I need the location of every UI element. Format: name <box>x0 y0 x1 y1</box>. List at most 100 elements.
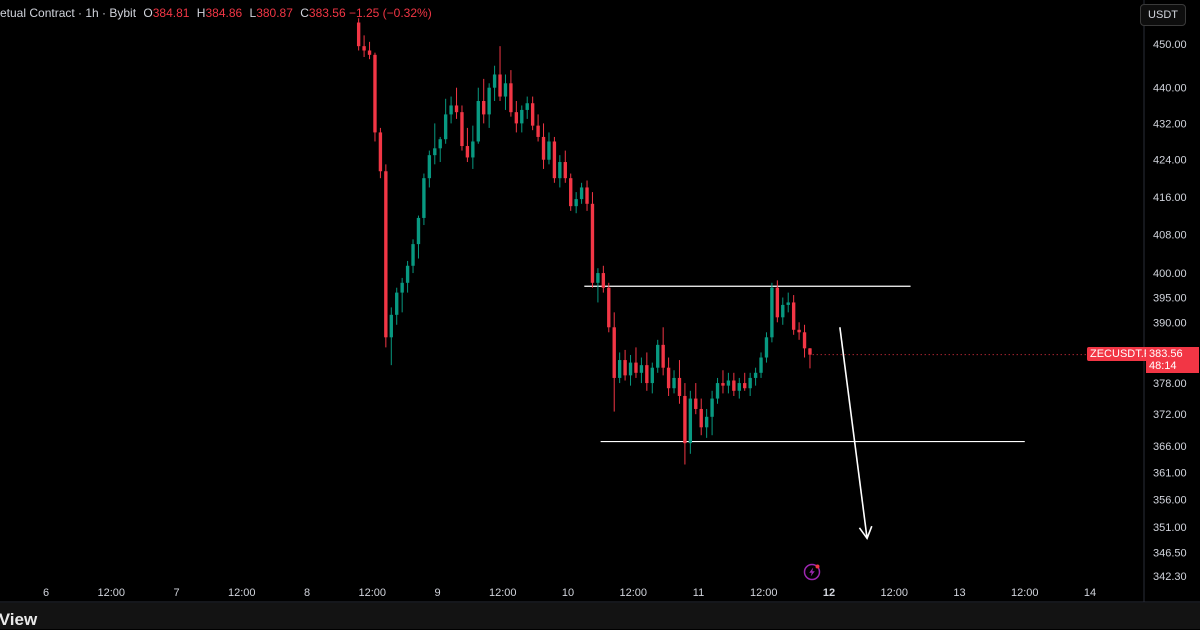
candle <box>498 46 502 102</box>
price-axis[interactable]: 450.00 440.00 432.00 424.00 416.00 408.00 400.… <box>1153 39 1187 583</box>
candle <box>666 357 671 396</box>
x-tick-label: 8 <box>304 587 310 599</box>
candle <box>710 390 714 436</box>
candle <box>547 132 551 165</box>
candle <box>574 192 578 214</box>
candle-body <box>579 187 584 200</box>
candle <box>791 295 796 335</box>
candle-body <box>367 50 372 55</box>
countdown: 48:14 <box>1149 360 1177 372</box>
candle <box>492 65 497 102</box>
arrow-shaft[interactable] <box>839 327 868 539</box>
candle <box>661 327 665 376</box>
x-tick-label: 12:00 <box>880 587 908 599</box>
candle-body <box>400 282 404 293</box>
currency-button[interactable]: USDT <box>1140 4 1186 26</box>
candle-body <box>791 302 796 330</box>
y-tick-label: 395.00 <box>1153 293 1187 305</box>
y-tick-label: 356.00 <box>1153 495 1187 507</box>
x-tick-label: 12:00 <box>97 587 125 599</box>
candle <box>471 125 475 169</box>
y-tick-label: 351.00 <box>1153 522 1187 534</box>
candle <box>639 357 644 384</box>
symbol-info: etual Contract · 1h · Bybit <box>0 6 137 20</box>
candle-body <box>574 199 578 207</box>
candle-body <box>737 383 741 391</box>
candle <box>552 136 557 183</box>
candle <box>694 383 698 415</box>
candle <box>569 173 573 211</box>
y-tick-label: 378.00 <box>1153 378 1187 390</box>
x-tick-label: 12:00 <box>1011 587 1039 599</box>
candle <box>509 70 513 117</box>
candle <box>748 372 752 396</box>
candle-body <box>601 273 606 288</box>
candle-body <box>433 148 437 156</box>
candle-body <box>775 287 780 318</box>
y-tick-label: 342.30 <box>1153 571 1187 583</box>
candle <box>514 101 519 133</box>
y-tick-label: 408.00 <box>1153 230 1187 242</box>
candle-body <box>759 357 763 373</box>
candle-body <box>503 83 508 97</box>
candle-body <box>797 329 801 333</box>
bottom-bar <box>0 603 1200 629</box>
candle-body <box>710 398 714 417</box>
candle-body <box>547 141 551 160</box>
candle-body <box>656 344 660 368</box>
y-tick-label: 416.00 <box>1153 192 1187 204</box>
candle-body <box>607 287 611 328</box>
candle-body <box>356 22 361 47</box>
candle-body <box>639 365 644 373</box>
candle-body <box>721 383 725 386</box>
candle <box>617 352 622 384</box>
candle-body <box>802 332 807 349</box>
candle <box>367 41 372 60</box>
candle-body <box>786 302 790 305</box>
candle <box>808 348 812 369</box>
candle <box>721 370 725 394</box>
candle <box>715 377 720 404</box>
candle <box>433 123 437 165</box>
y-tick-label: 400.00 <box>1153 268 1187 280</box>
candle-body <box>645 365 649 384</box>
candle-body <box>427 155 432 179</box>
candle <box>465 127 470 163</box>
candle-body <box>384 171 388 338</box>
y-tick-label: 366.00 <box>1153 441 1187 453</box>
candle-body <box>743 383 747 389</box>
candle-body <box>650 367 654 384</box>
close-label: C <box>300 6 309 20</box>
candle-body <box>590 203 595 283</box>
candle <box>737 377 741 399</box>
candle <box>764 332 769 363</box>
candle <box>438 136 442 163</box>
time-axis[interactable]: 6 12:00 7 12:00 8 12:00 9 12:00 10 12:00 11 12:00 12… <box>43 587 1096 599</box>
candle <box>601 265 606 293</box>
candle-body <box>378 132 383 172</box>
candle <box>688 390 693 454</box>
candle-body <box>395 292 399 315</box>
candle <box>411 239 415 274</box>
close-value: 383.56 <box>308 6 346 20</box>
high-value: 384.86 <box>205 6 243 20</box>
y-tick-label: 346.50 <box>1153 547 1187 559</box>
candle-body <box>569 178 573 207</box>
candle-body <box>704 416 709 428</box>
x-tick-label: 12:00 <box>358 587 386 599</box>
candle-body <box>492 74 497 88</box>
candle <box>487 83 491 128</box>
candle <box>563 150 567 183</box>
lightning-alert-icon[interactable] <box>803 563 821 581</box>
candle-body <box>482 101 486 115</box>
candle-body <box>699 408 703 428</box>
low-value: 380.87 <box>256 6 293 20</box>
x-tick-label: 6 <box>43 587 49 599</box>
candle-body <box>465 146 470 158</box>
open-label: O <box>143 6 153 20</box>
candle <box>590 192 595 288</box>
candle-body <box>585 187 589 204</box>
candle <box>677 360 682 404</box>
low-label: L <box>249 6 257 20</box>
